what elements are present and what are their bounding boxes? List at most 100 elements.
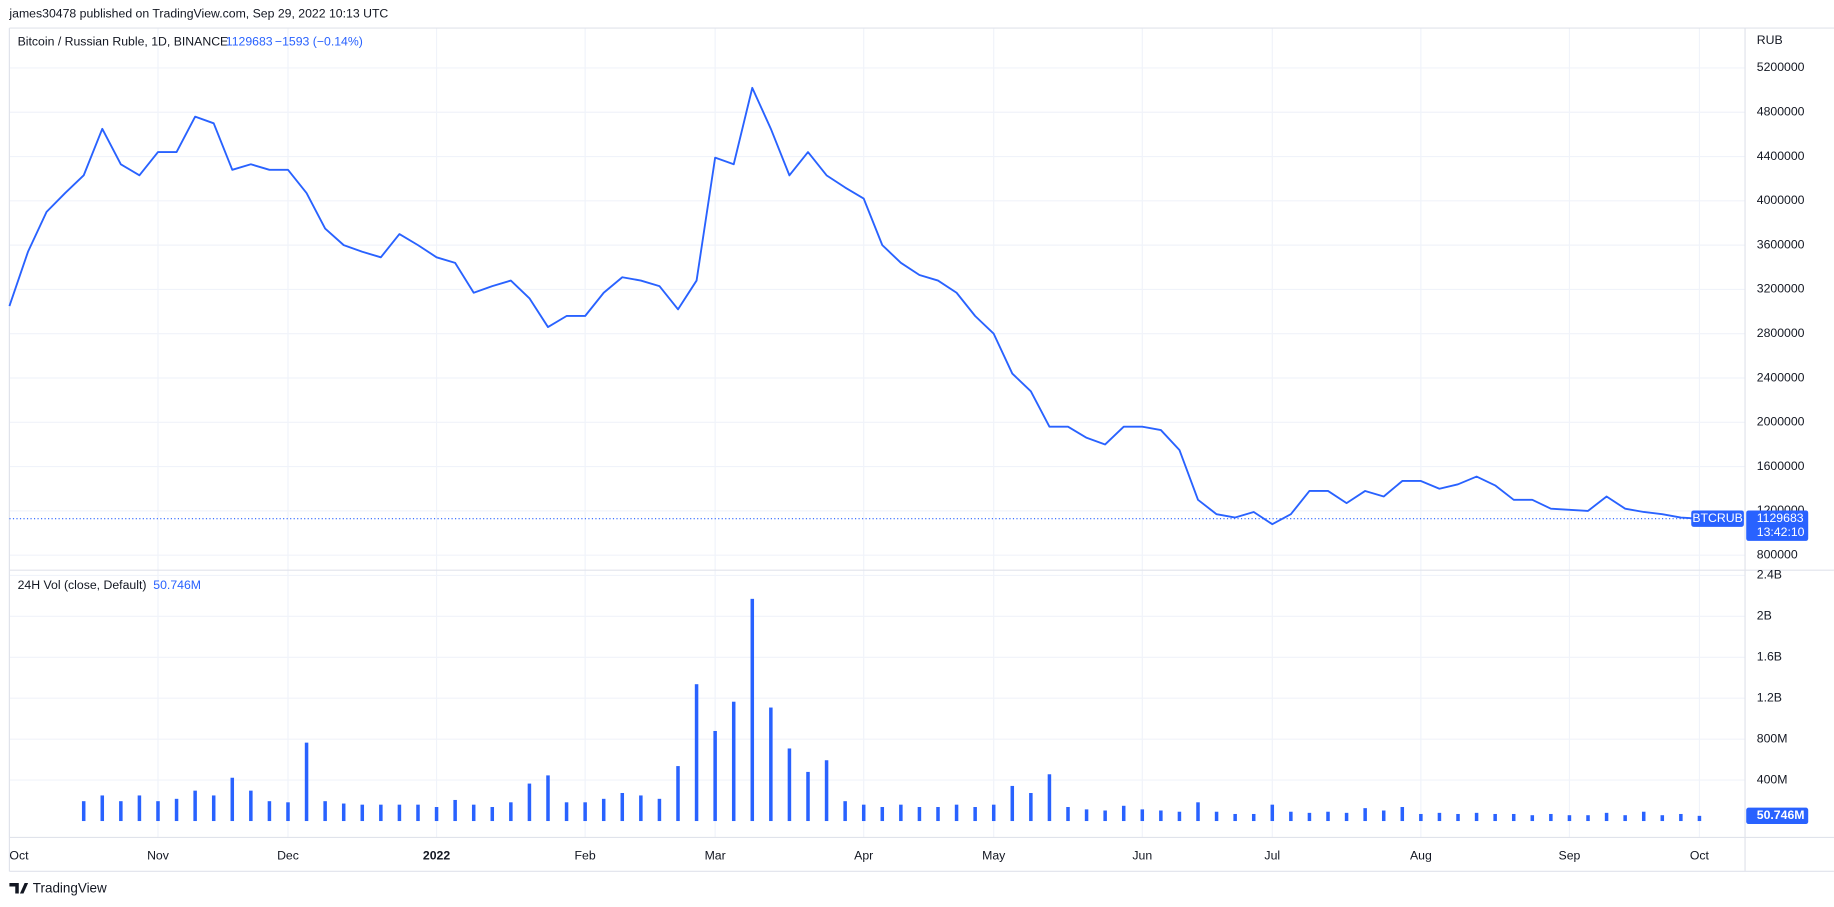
x-tick-label: 2022 [423,848,450,862]
volume-bar [917,807,922,822]
volume-badge-label: 50.746M [1757,808,1805,822]
price-change: −1593 (−0.14%) [275,34,363,48]
volume-bar [1214,811,1219,822]
volume-bar [1549,813,1553,822]
volume-bar [769,707,773,822]
y-tick-label: 1600000 [1757,459,1805,473]
volume-bar [341,803,346,822]
y-tick-label: 2800000 [1757,326,1805,340]
volume-bar [1400,807,1405,822]
volume-bar [601,798,606,822]
volume-bar [100,795,105,822]
volume-bar [1623,815,1627,822]
volume-bar [1270,804,1275,822]
volume-bar [676,766,680,822]
volume-bar [1530,815,1535,822]
volume-bar [1326,811,1330,822]
volume-bar [1121,805,1126,822]
y-tick-label: 1.6B [1757,650,1782,664]
volume-bar [286,802,290,822]
price-badge-label: 1129683 [1757,511,1804,525]
volume-bar [434,807,439,822]
x-tick-label: Nov [147,848,170,862]
x-tick-label: Jun [1132,848,1152,862]
logo-icon [9,883,29,894]
volume-bar [471,804,476,822]
volume-bar [731,701,736,822]
volume-bar [81,801,86,822]
y-tick-label: 5200000 [1757,60,1805,74]
volume-bar [1586,815,1590,822]
volume-bar [1029,792,1033,822]
volume-bar [1604,812,1609,822]
volume-bar [490,807,495,822]
volume-bar [1251,813,1256,822]
x-tick-label: May [982,848,1006,862]
volume-bar [1233,813,1237,822]
x-tick-label: Oct [1690,848,1710,862]
brand: TradingView [33,880,107,895]
y-tick-label: 800000 [1757,547,1798,561]
x-tick-label: Mar [705,848,726,862]
volume-bar [1493,813,1497,822]
volume-bar [1697,815,1702,822]
volume-bar [750,598,755,822]
price-line [8,86,1700,526]
volume-bar [527,783,532,822]
volume-bar [1660,815,1665,822]
y-tick-label: 2000000 [1757,415,1805,429]
countdown: 13:42:10 [1757,525,1805,539]
volume-bar [546,775,550,822]
volume-bar [1567,815,1572,822]
volume-bar [713,730,717,822]
volume-bar [1307,812,1312,822]
volume-bar [1437,812,1442,822]
volume-bar [564,802,569,822]
marks [8,86,1746,822]
volume-bar [861,804,866,822]
volume-bar [1344,812,1349,822]
y-tick-label: 400M [1757,772,1788,786]
y-tick-label: 3200000 [1757,282,1805,296]
volume-bar [936,807,940,822]
volume-bar [806,771,810,822]
y-tick-label: 4800000 [1757,104,1805,118]
chart-title: Bitcoin / Russian Ruble, 1D, BINANCE [18,34,229,48]
volume-bar [880,807,885,822]
volume-bar [1010,785,1015,822]
volume-bar [639,795,643,822]
volume-bar [694,684,699,822]
x-tick-label: Oct [9,848,29,862]
y-tick-label: 2.4B [1757,568,1782,582]
x-tick-label: Dec [277,848,299,862]
volume-bar [787,748,792,822]
volume-badge [1746,807,1809,825]
volume-bar [1084,809,1089,822]
volume-bar [119,801,123,822]
volume-bar [1047,774,1052,822]
volume-bar [1381,810,1386,822]
volume-bar [416,804,420,822]
volume-last: 50.746M [153,578,201,592]
y-tick-label: 4400000 [1757,149,1805,163]
volume-bar [1103,810,1107,822]
y-tick-label: 3600000 [1757,237,1805,251]
y-tick-label: 2B [1757,609,1772,623]
volume-bar [991,804,996,822]
volume-bar [1140,809,1145,822]
volume-bar [657,798,662,822]
volume-bar [1177,811,1182,822]
volume-bar [1363,808,1367,822]
x-tick-label: Jul [1264,848,1280,862]
volume-bar [249,790,253,822]
x-tick-label: Aug [1410,848,1432,862]
volume-bar [1474,812,1479,822]
volume-bar [323,801,327,822]
volume-bar [211,795,216,822]
volume-bar [1511,813,1516,822]
last-price: 1129683 [226,34,273,48]
volume-bar [397,804,402,822]
